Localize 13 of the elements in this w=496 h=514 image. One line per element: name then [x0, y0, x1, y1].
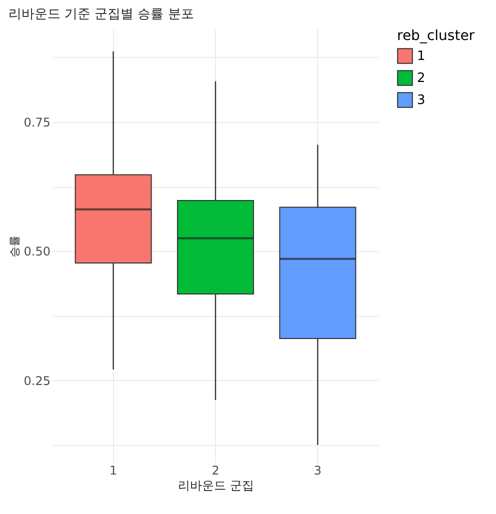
y-tick-label: 0.50 [24, 244, 50, 259]
x-axis-title: 리바운드 군집 [178, 478, 254, 492]
chart-title: 리바운드 기준 군집별 승률 분포 [8, 7, 194, 22]
y-axis-title: 승률 [8, 236, 21, 258]
legend-label: 1 [417, 49, 426, 64]
legend-title: reb_cluster [397, 28, 475, 44]
x-tick-label: 2 [212, 464, 220, 478]
x-tick-label: 3 [314, 464, 322, 478]
legend-label: 2 [417, 71, 426, 86]
y-tick-label: 0.25 [24, 374, 50, 388]
legend-label: 3 [417, 93, 426, 108]
y-tick-label: 0.75 [24, 116, 50, 130]
x-tick-label: 1 [109, 464, 118, 478]
